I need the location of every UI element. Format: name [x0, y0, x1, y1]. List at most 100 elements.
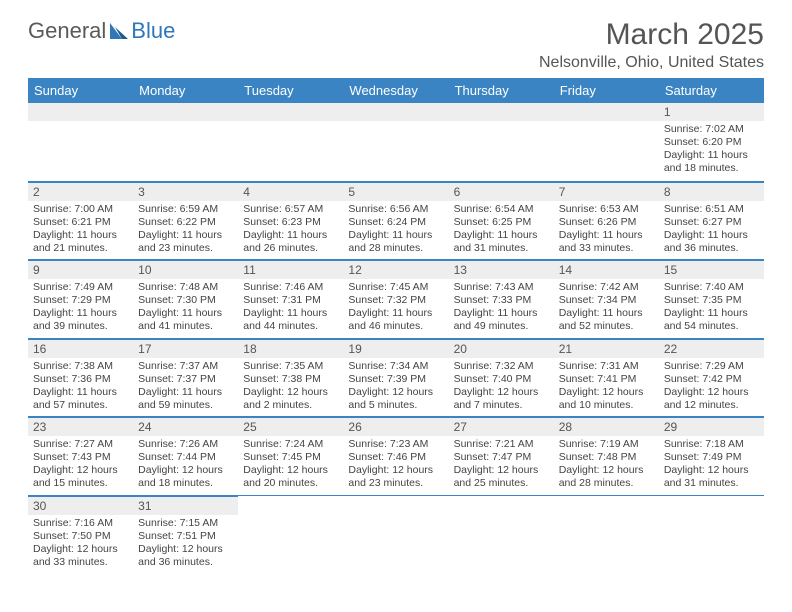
calendar-day-cell: 5Sunrise: 6:56 AMSunset: 6:24 PMDaylight…	[343, 181, 448, 260]
sunset-text: Sunset: 7:48 PM	[559, 451, 654, 464]
sunset-text: Sunset: 7:40 PM	[454, 373, 549, 386]
month-title: March 2025	[539, 18, 764, 52]
day-number: 7	[554, 182, 659, 201]
calendar-day-cell	[659, 495, 764, 573]
day1-text: Daylight: 11 hours	[454, 307, 549, 320]
sunset-text: Sunset: 7:37 PM	[138, 373, 233, 386]
calendar-day-cell: 14Sunrise: 7:42 AMSunset: 7:34 PMDayligh…	[554, 260, 659, 339]
day-number-empty	[133, 103, 238, 121]
day-number: 15	[659, 260, 764, 279]
calendar-day-cell: 22Sunrise: 7:29 AMSunset: 7:42 PMDayligh…	[659, 338, 764, 417]
day1-text: Daylight: 12 hours	[138, 543, 233, 556]
day2-text: and 23 minutes.	[348, 477, 443, 490]
calendar-day-cell: 2Sunrise: 7:00 AMSunset: 6:21 PMDaylight…	[28, 181, 133, 260]
day1-text: Daylight: 11 hours	[454, 229, 549, 242]
calendar-day-cell	[238, 103, 343, 181]
day-number-empty	[554, 103, 659, 121]
day-details: Sunrise: 7:45 AMSunset: 7:32 PMDaylight:…	[343, 279, 448, 338]
calendar-day-cell: 28Sunrise: 7:19 AMSunset: 7:48 PMDayligh…	[554, 417, 659, 496]
weekday-header: Tuesday	[238, 78, 343, 103]
calendar-week-row: 1Sunrise: 7:02 AMSunset: 6:20 PMDaylight…	[28, 103, 764, 181]
day-number: 21	[554, 339, 659, 358]
day2-text: and 33 minutes.	[33, 556, 128, 569]
day-number: 27	[449, 417, 554, 436]
day2-text: and 49 minutes.	[454, 320, 549, 333]
sunset-text: Sunset: 7:34 PM	[559, 294, 654, 307]
sunset-text: Sunset: 6:27 PM	[664, 216, 759, 229]
day2-text: and 18 minutes.	[664, 162, 759, 175]
sunset-text: Sunset: 7:32 PM	[348, 294, 443, 307]
calendar-day-cell: 11Sunrise: 7:46 AMSunset: 7:31 PMDayligh…	[238, 260, 343, 339]
calendar-day-cell: 15Sunrise: 7:40 AMSunset: 7:35 PMDayligh…	[659, 260, 764, 339]
page-header: GeneralBlue March 2025 Nelsonville, Ohio…	[28, 18, 764, 72]
day-details: Sunrise: 7:27 AMSunset: 7:43 PMDaylight:…	[28, 436, 133, 495]
day2-text: and 10 minutes.	[559, 399, 654, 412]
day1-text: Daylight: 11 hours	[664, 229, 759, 242]
calendar-day-cell: 31Sunrise: 7:15 AMSunset: 7:51 PMDayligh…	[133, 495, 238, 573]
day-details: Sunrise: 7:02 AMSunset: 6:20 PMDaylight:…	[659, 121, 764, 180]
calendar-day-cell	[238, 495, 343, 573]
day1-text: Daylight: 11 hours	[243, 229, 338, 242]
sunrise-text: Sunrise: 6:54 AM	[454, 203, 549, 216]
day2-text: and 25 minutes.	[454, 477, 549, 490]
day1-text: Daylight: 11 hours	[33, 307, 128, 320]
day1-text: Daylight: 11 hours	[33, 229, 128, 242]
weekday-header: Thursday	[449, 78, 554, 103]
sunrise-text: Sunrise: 7:40 AM	[664, 281, 759, 294]
day2-text: and 31 minutes.	[454, 242, 549, 255]
day-details: Sunrise: 7:34 AMSunset: 7:39 PMDaylight:…	[343, 358, 448, 417]
calendar-day-cell: 21Sunrise: 7:31 AMSunset: 7:41 PMDayligh…	[554, 338, 659, 417]
sunrise-text: Sunrise: 7:37 AM	[138, 360, 233, 373]
sunset-text: Sunset: 6:22 PM	[138, 216, 233, 229]
sunset-text: Sunset: 7:44 PM	[138, 451, 233, 464]
day-details: Sunrise: 7:16 AMSunset: 7:50 PMDaylight:…	[28, 515, 133, 574]
day-details: Sunrise: 6:54 AMSunset: 6:25 PMDaylight:…	[449, 201, 554, 260]
calendar-day-cell: 3Sunrise: 6:59 AMSunset: 6:22 PMDaylight…	[133, 181, 238, 260]
sunset-text: Sunset: 7:47 PM	[454, 451, 549, 464]
sunset-text: Sunset: 6:26 PM	[559, 216, 654, 229]
calendar-day-cell: 8Sunrise: 6:51 AMSunset: 6:27 PMDaylight…	[659, 181, 764, 260]
day1-text: Daylight: 12 hours	[454, 464, 549, 477]
day1-text: Daylight: 12 hours	[243, 386, 338, 399]
weekday-header: Friday	[554, 78, 659, 103]
calendar-day-cell: 23Sunrise: 7:27 AMSunset: 7:43 PMDayligh…	[28, 417, 133, 496]
sunset-text: Sunset: 7:35 PM	[664, 294, 759, 307]
sunrise-text: Sunrise: 7:00 AM	[33, 203, 128, 216]
sunrise-text: Sunrise: 6:59 AM	[138, 203, 233, 216]
day1-text: Daylight: 11 hours	[559, 229, 654, 242]
location-text: Nelsonville, Ohio, United States	[539, 54, 764, 72]
day1-text: Daylight: 11 hours	[348, 229, 443, 242]
day2-text: and 44 minutes.	[243, 320, 338, 333]
weekday-header: Sunday	[28, 78, 133, 103]
day-details: Sunrise: 7:24 AMSunset: 7:45 PMDaylight:…	[238, 436, 343, 495]
sunrise-text: Sunrise: 7:23 AM	[348, 438, 443, 451]
calendar-week-row: 30Sunrise: 7:16 AMSunset: 7:50 PMDayligh…	[28, 495, 764, 573]
day-details: Sunrise: 7:48 AMSunset: 7:30 PMDaylight:…	[133, 279, 238, 338]
day-number: 12	[343, 260, 448, 279]
calendar-day-cell: 7Sunrise: 6:53 AMSunset: 6:26 PMDaylight…	[554, 181, 659, 260]
calendar-week-row: 16Sunrise: 7:38 AMSunset: 7:36 PMDayligh…	[28, 338, 764, 417]
calendar-day-cell: 29Sunrise: 7:18 AMSunset: 7:49 PMDayligh…	[659, 417, 764, 496]
sunrise-text: Sunrise: 7:49 AM	[33, 281, 128, 294]
sunset-text: Sunset: 7:38 PM	[243, 373, 338, 386]
day-number: 28	[554, 417, 659, 436]
day-number: 1	[659, 103, 764, 121]
day1-text: Daylight: 12 hours	[33, 543, 128, 556]
day1-text: Daylight: 12 hours	[243, 464, 338, 477]
sunrise-text: Sunrise: 6:53 AM	[559, 203, 654, 216]
day-details: Sunrise: 6:53 AMSunset: 6:26 PMDaylight:…	[554, 201, 659, 260]
day-number: 5	[343, 182, 448, 201]
day1-text: Daylight: 12 hours	[348, 386, 443, 399]
day2-text: and 59 minutes.	[138, 399, 233, 412]
calendar-day-cell: 18Sunrise: 7:35 AMSunset: 7:38 PMDayligh…	[238, 338, 343, 417]
day-details: Sunrise: 7:29 AMSunset: 7:42 PMDaylight:…	[659, 358, 764, 417]
day1-text: Daylight: 11 hours	[348, 307, 443, 320]
day2-text: and 31 minutes.	[664, 477, 759, 490]
day2-text: and 46 minutes.	[348, 320, 443, 333]
day-number: 2	[28, 182, 133, 201]
calendar-day-cell: 9Sunrise: 7:49 AMSunset: 7:29 PMDaylight…	[28, 260, 133, 339]
calendar-day-cell	[554, 103, 659, 181]
logo: GeneralBlue	[28, 18, 175, 44]
sunset-text: Sunset: 7:49 PM	[664, 451, 759, 464]
sunrise-text: Sunrise: 7:34 AM	[348, 360, 443, 373]
